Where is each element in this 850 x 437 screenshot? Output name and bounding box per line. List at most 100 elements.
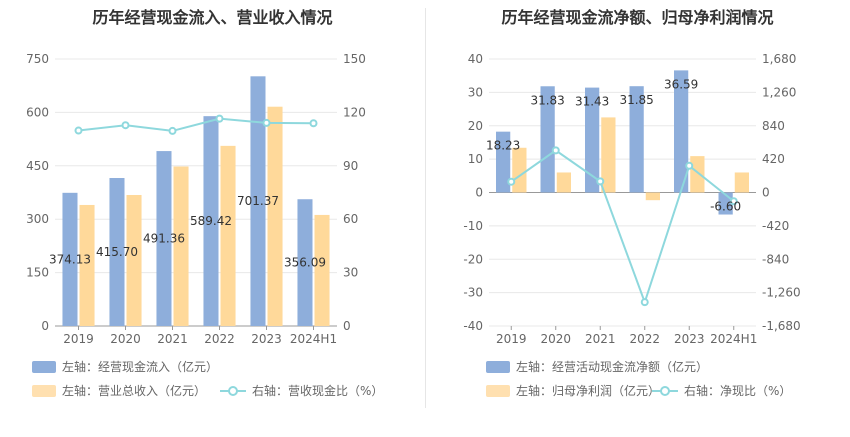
legend-swatch-orange xyxy=(32,384,56,397)
y-right-tick-label: 120 xyxy=(343,105,366,119)
y-right-tick-label: 420 xyxy=(762,152,785,166)
bar-series2 xyxy=(601,117,616,193)
legend-label: 左轴：营业总收入（亿元） xyxy=(62,384,207,398)
y-left-tick-label: 300 xyxy=(26,212,49,226)
bar-series1 xyxy=(674,70,689,193)
x-tick-label: 2023 xyxy=(674,332,705,346)
legend-item-bar2[interactable]: 左轴：归母净利润（亿元） xyxy=(486,382,660,399)
bar-series2 xyxy=(126,194,142,326)
legend-label: 左轴：经营现金流入（亿元） xyxy=(62,360,219,374)
y-right-tick-label: -840 xyxy=(762,252,789,266)
chart-title: 历年经营现金流净额、归母净利润情况 xyxy=(501,8,774,27)
data-label: 356.09 xyxy=(284,256,326,270)
data-label: 31.83 xyxy=(530,93,564,107)
bar-series1 xyxy=(250,76,266,326)
y-left-tick-label: -20 xyxy=(463,252,483,266)
x-tick-label: 2021 xyxy=(157,332,188,346)
line-point xyxy=(729,197,738,206)
legend-item-bar1[interactable]: 左轴：经营现金流入（亿元） xyxy=(32,358,218,375)
y-left-tick-label: -10 xyxy=(463,219,483,233)
data-label: 374.13 xyxy=(49,252,91,266)
legend-item-line[interactable]: 右轴：营收现金比（%） xyxy=(220,382,383,399)
x-tick-label: 2019 xyxy=(496,332,527,346)
bar-series1 xyxy=(156,151,172,326)
line-series xyxy=(510,149,735,306)
bar-series2 xyxy=(173,166,189,326)
data-label: 31.85 xyxy=(619,93,653,107)
legend-swatch-line-icon xyxy=(220,385,246,397)
y-left-tick-label: 150 xyxy=(26,266,49,280)
y-right-tick-label: 1,260 xyxy=(762,85,796,99)
y-left-tick-label: 0 xyxy=(475,186,483,200)
chart-right-svg: -40 -1,680 -30 -1,260 -20 -840 -10 -420 0 0 10 420 2… xyxy=(463,52,801,346)
x-tick-label: 2024H1 xyxy=(290,332,337,346)
bar-series2 xyxy=(220,145,236,326)
bar-series1 xyxy=(62,192,78,326)
legend-swatch-blue xyxy=(32,360,56,373)
data-label: 491.36 xyxy=(143,232,185,246)
bar-series1 xyxy=(203,116,219,327)
y-left-tick-label: 40 xyxy=(468,52,483,66)
line-point xyxy=(596,177,605,186)
legend-item-bar1[interactable]: 左轴：经营活动现金流净额（亿元） xyxy=(486,358,708,375)
x-tick-label: 2020 xyxy=(540,332,571,346)
bar-series2 xyxy=(314,214,330,326)
line-point xyxy=(74,126,83,135)
y-left-tick-label: 30 xyxy=(468,85,483,99)
line-point xyxy=(262,118,271,127)
y-right-tick-label: 0 xyxy=(343,319,351,333)
line-point xyxy=(121,121,130,130)
data-label: 36.59 xyxy=(664,77,698,91)
x-tick-label: 2019 xyxy=(63,332,94,346)
data-label: 589.42 xyxy=(190,214,232,228)
legend-swatch-blue xyxy=(486,360,510,373)
bar-series2 xyxy=(79,204,95,326)
bar-series2 xyxy=(556,172,571,193)
y-right-tick-label: -420 xyxy=(762,219,789,233)
x-tick-label: 2021 xyxy=(585,332,616,346)
y-left-tick-label: 450 xyxy=(26,159,49,173)
y-right-tick-label: 60 xyxy=(343,212,358,226)
bar-series2 xyxy=(512,147,527,193)
y-left-tick-label: 10 xyxy=(468,152,483,166)
bar-series1 xyxy=(109,178,125,326)
legend-swatch-orange xyxy=(486,384,510,397)
y-right-tick-label: -1,260 xyxy=(762,286,801,300)
bar-series2 xyxy=(734,172,749,193)
bar-series2 xyxy=(267,106,283,326)
data-label: 18.23 xyxy=(486,139,520,153)
y-left-tick-label: 0 xyxy=(41,319,49,333)
chart-panel-right: 历年经营现金流净额、归母净利润情况 -40 -1,680 -30 -1,260 -20-… xyxy=(425,0,850,437)
legend-label: 左轴：经营活动现金流净额（亿元） xyxy=(516,360,709,374)
x-tick-label: 2022 xyxy=(204,332,235,346)
bar-series1 xyxy=(540,86,555,193)
chart-left-svg: 0 0 150 30 300 60 450 90 600 120 750 150 2019 2020 202… xyxy=(26,52,366,346)
data-label: 415.70 xyxy=(96,245,138,259)
y-right-tick-label: 30 xyxy=(343,266,358,280)
panel-divider xyxy=(425,8,426,408)
legend-item-line[interactable]: 右轴：净现比（%） xyxy=(652,382,791,399)
line-point xyxy=(215,114,224,123)
data-label: 31.43 xyxy=(575,95,609,109)
data-label: -6.60 xyxy=(710,200,741,214)
y-right-tick-label: 90 xyxy=(343,159,358,173)
x-tick-label: 2023 xyxy=(251,332,282,346)
legend-item-bar2[interactable]: 左轴：营业总收入（亿元） xyxy=(32,382,206,399)
bar-series2 xyxy=(690,156,705,193)
x-tick-label: 2022 xyxy=(629,332,660,346)
line-point xyxy=(309,119,318,128)
y-left-tick-label: -40 xyxy=(463,319,483,333)
bar-series1 xyxy=(585,87,600,193)
chart-title: 历年经营现金流入、营业收入情况 xyxy=(92,8,333,27)
legend-label: 左轴：归母净利润（亿元） xyxy=(516,384,661,398)
line-point xyxy=(551,146,560,155)
y-left-tick-label: 600 xyxy=(26,105,49,119)
x-tick-label: 2024H1 xyxy=(710,332,757,346)
y-right-tick-label: -1,680 xyxy=(762,319,801,333)
bar-series1 xyxy=(496,131,511,193)
y-right-tick-label: 150 xyxy=(343,52,366,66)
line-series xyxy=(78,117,314,132)
line-point xyxy=(168,126,177,135)
y-right-tick-label: 1,680 xyxy=(762,52,796,66)
x-tick-label: 2020 xyxy=(110,332,141,346)
